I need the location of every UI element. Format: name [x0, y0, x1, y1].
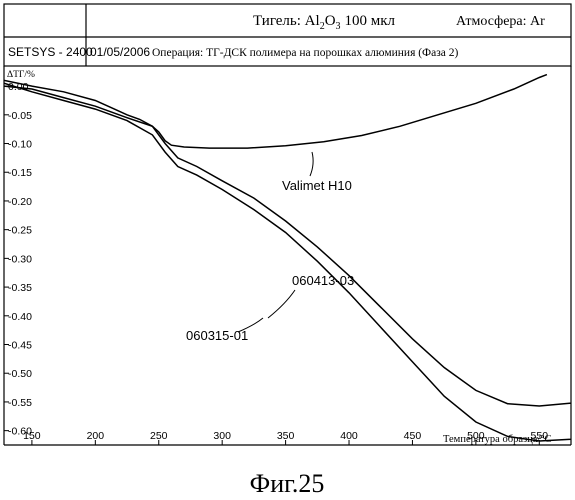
operation-label: Операция: ТГ-ДСК полимера на порошках ал…: [152, 47, 459, 59]
y-tick-label: -0.25: [8, 225, 32, 237]
series-line-060315-01: [4, 83, 575, 441]
y-tick-label: -0.30: [8, 253, 32, 265]
y-tick-label: -0.55: [8, 397, 32, 409]
x-tick-label: 500: [467, 430, 485, 442]
x-tick-label: 200: [87, 430, 105, 442]
y-tick-label: -0.50: [8, 368, 32, 380]
y-tick-label: -0.05: [8, 110, 32, 122]
y-tick-label: -0.15: [8, 167, 32, 179]
x-tick-label: 300: [213, 430, 231, 442]
y-axis-ticks: 0.00-0.05-0.10-0.15-0.20-0.25-0.30-0.35-…: [4, 81, 32, 438]
figure-caption: Фиг.25: [250, 469, 325, 498]
annotation-label: 060413-03: [292, 273, 354, 288]
instrument-label: SETSYS - 2400: [8, 45, 93, 59]
plot-frame: [4, 66, 571, 445]
annotation-leader: [268, 290, 295, 318]
x-tick-label: 450: [404, 430, 422, 442]
y-tick-label: -0.20: [8, 196, 32, 208]
crucible-text: Тигель: Al2O3100 мкл: [253, 13, 396, 32]
y-tick-label: -0.45: [8, 340, 32, 352]
x-tick-label: 350: [277, 430, 295, 442]
y-tick-label: -0.40: [8, 311, 32, 323]
annotation-label: Valimet H10: [282, 178, 352, 193]
series-layer: [4, 75, 575, 441]
x-tick-label: 150: [23, 430, 41, 442]
atmosphere-text: Атмосфера: Ar: [456, 14, 545, 29]
annotation-leader: [310, 152, 313, 176]
y-tick-label: -0.35: [8, 282, 32, 294]
x-tick-label: 400: [340, 430, 358, 442]
date-label: 01/05/2006: [90, 45, 150, 59]
annotation-label: 060315-01: [186, 328, 248, 343]
series-line-060413-03: [4, 86, 575, 406]
series-line-valimet-h10: [4, 75, 547, 149]
annotation-layer: Valimet H10 060413-03 060315-01: [186, 152, 354, 343]
y-axis-label: ΔТГ/%: [7, 70, 35, 80]
y-tick-label: -0.10: [8, 139, 32, 151]
x-tick-label: 250: [150, 430, 168, 442]
